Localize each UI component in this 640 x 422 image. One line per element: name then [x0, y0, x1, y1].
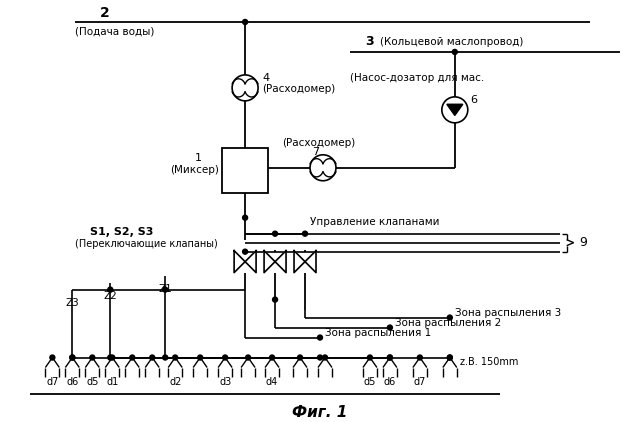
Polygon shape [294, 251, 305, 273]
Text: d3: d3 [219, 378, 231, 387]
Circle shape [223, 355, 228, 360]
Text: (Расходомер): (Расходомер) [262, 84, 335, 94]
Circle shape [110, 355, 115, 360]
Text: d7: d7 [46, 378, 58, 387]
Circle shape [273, 297, 278, 302]
Circle shape [452, 49, 458, 54]
Circle shape [447, 355, 452, 360]
Text: Зона распыления 1: Зона распыления 1 [325, 327, 431, 338]
Circle shape [447, 315, 452, 320]
Text: (Расходомер): (Расходомер) [282, 138, 355, 148]
Text: Зона распыления 3: Зона распыления 3 [455, 308, 561, 318]
Circle shape [273, 231, 278, 236]
Text: Z2: Z2 [103, 291, 117, 300]
Text: Фиг. 1: Фиг. 1 [292, 405, 348, 420]
Text: Z1: Z1 [158, 284, 172, 294]
Circle shape [90, 355, 95, 360]
Text: 7: 7 [312, 147, 319, 157]
Text: 1: 1 [195, 153, 202, 163]
Circle shape [323, 355, 328, 360]
Circle shape [130, 355, 135, 360]
Polygon shape [447, 104, 463, 116]
Text: (Переключающие клапаны): (Переключающие клапаны) [76, 239, 218, 249]
Text: 9: 9 [580, 236, 588, 249]
Circle shape [447, 355, 452, 360]
Text: Z3: Z3 [65, 298, 79, 308]
Polygon shape [264, 251, 275, 273]
Bar [222, 148, 268, 193]
Circle shape [303, 231, 307, 236]
Circle shape [442, 97, 468, 123]
Circle shape [367, 355, 372, 360]
Circle shape [243, 249, 248, 254]
Text: (Кольцевой маслопровод): (Кольцевой маслопровод) [380, 37, 524, 47]
Circle shape [246, 355, 251, 360]
Text: S1, S2, S3: S1, S2, S3 [90, 227, 154, 237]
Text: d2: d2 [169, 378, 181, 387]
Circle shape [70, 355, 75, 360]
Circle shape [150, 355, 155, 360]
Text: z.B. 150mm: z.B. 150mm [460, 357, 518, 367]
Circle shape [317, 355, 323, 360]
Circle shape [163, 287, 168, 292]
Polygon shape [305, 251, 316, 273]
Circle shape [50, 355, 55, 360]
Circle shape [317, 335, 323, 340]
Text: d6: d6 [384, 378, 396, 387]
Circle shape [243, 215, 248, 220]
Text: (Подача воды): (Подача воды) [76, 27, 155, 37]
Polygon shape [234, 251, 245, 273]
Text: 2: 2 [100, 6, 110, 20]
Circle shape [243, 19, 248, 24]
Text: d5: d5 [86, 378, 99, 387]
Circle shape [310, 155, 336, 181]
Text: 3: 3 [365, 35, 374, 49]
Circle shape [70, 355, 75, 360]
Text: d6: d6 [66, 378, 79, 387]
Circle shape [198, 355, 203, 360]
Circle shape [269, 355, 275, 360]
Circle shape [108, 355, 113, 360]
Text: Зона распыления 2: Зона распыления 2 [395, 318, 501, 327]
Circle shape [298, 355, 303, 360]
Circle shape [108, 287, 113, 292]
Circle shape [173, 355, 178, 360]
Text: 6: 6 [470, 95, 477, 105]
Circle shape [387, 355, 392, 360]
Text: d1: d1 [106, 378, 118, 387]
Polygon shape [245, 251, 256, 273]
Text: d5: d5 [364, 378, 376, 387]
Text: (Насос-дозатор для мас.: (Насос-дозатор для мас. [350, 73, 484, 83]
Text: Управление клапанами: Управление клапанами [310, 217, 440, 227]
Text: 4: 4 [262, 73, 269, 83]
Circle shape [232, 75, 258, 101]
Circle shape [417, 355, 422, 360]
Text: d4: d4 [266, 378, 278, 387]
Circle shape [163, 355, 168, 360]
Circle shape [387, 325, 392, 330]
Polygon shape [275, 251, 286, 273]
Text: (Миксер): (Миксер) [170, 165, 219, 175]
Text: d7: d7 [413, 378, 426, 387]
Circle shape [387, 355, 392, 360]
